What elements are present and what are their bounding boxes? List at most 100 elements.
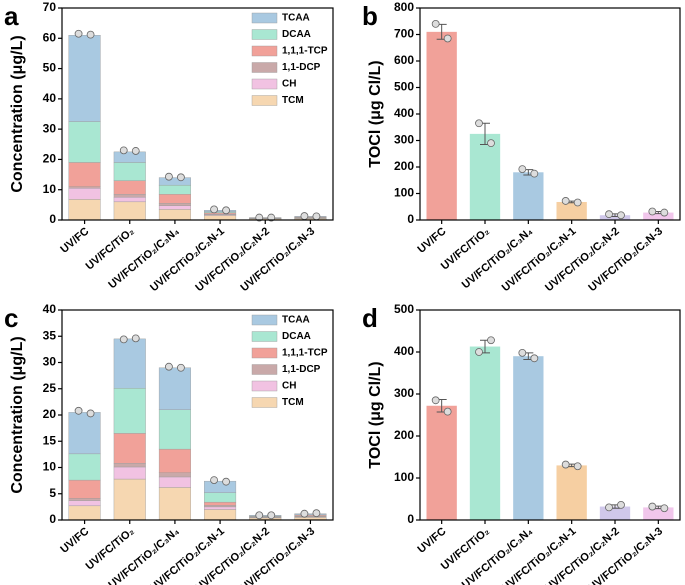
- y-tick-label: 40: [43, 91, 57, 105]
- replicate-point: [131, 334, 140, 343]
- y-tick-label: 20: [43, 407, 57, 421]
- y-tick-label: 10: [43, 460, 57, 474]
- bar-segment: [68, 187, 101, 200]
- legend-label: DCAA: [282, 331, 311, 342]
- legend-swatch: [251, 45, 278, 57]
- bar-segment: [113, 151, 146, 163]
- panel-label: a: [4, 1, 19, 31]
- y-axis-label: TOCl (μg Cl/L): [367, 361, 384, 468]
- legend-swatch: [251, 95, 278, 106]
- bar: [426, 405, 457, 520]
- bar-segment: [204, 480, 237, 493]
- y-tick-label: 0: [407, 212, 414, 226]
- bar-segment: [68, 186, 101, 189]
- replicate-point: [74, 406, 83, 415]
- y-axis-label: Concentration (μg/L): [9, 35, 26, 192]
- x-tick-label: UV/FC/TiO₂/C₂N-3: [586, 525, 665, 585]
- replicate-point: [119, 335, 128, 344]
- bar: [469, 133, 501, 220]
- y-tick-label: 10: [43, 182, 57, 196]
- x-tick-label: UV/FC/TiO₂/C₂N-3: [586, 225, 665, 294]
- bar-segment: [113, 466, 146, 480]
- replicate-point: [648, 207, 657, 216]
- bar-segment: [158, 177, 191, 186]
- bar-segment: [68, 500, 101, 507]
- bar-segment: [158, 184, 191, 195]
- y-tick-label: 30: [43, 355, 57, 369]
- panel-label: c: [4, 303, 18, 333]
- bar: [643, 212, 674, 220]
- bar-segment: [158, 487, 191, 521]
- replicate-point: [475, 119, 483, 128]
- y-tick-label: 400: [394, 344, 414, 358]
- x-tick-label: UV/FC/TiO₂/C₂N-2: [543, 225, 622, 294]
- x-tick-label: UV/FC/TiO₂/C₂N-3: [238, 525, 317, 585]
- legend-swatch: [251, 364, 278, 375]
- legend-label: TCM: [282, 95, 304, 106]
- replicate-point: [518, 165, 527, 174]
- bar: [556, 201, 587, 220]
- replicate-point: [165, 362, 173, 371]
- y-tick-label: 0: [49, 212, 56, 226]
- replicate-point: [605, 210, 613, 219]
- y-tick-label: 300: [394, 133, 414, 147]
- legend-swatch: [251, 331, 278, 342]
- replicate-point: [443, 407, 452, 416]
- bar-segment: [204, 492, 237, 503]
- x-tick-label: UV/FC: [58, 225, 91, 255]
- replicate-point: [222, 206, 230, 215]
- legend-label: DCAA: [282, 29, 311, 40]
- bar-segment: [113, 194, 146, 198]
- panel-label: d: [362, 303, 378, 333]
- replicate-point: [530, 169, 539, 178]
- bar-segment: [204, 509, 237, 521]
- legend-label: 1,1,1-TCP: [282, 46, 328, 57]
- legend-label: CH: [282, 381, 296, 392]
- bar: [513, 172, 544, 220]
- bar-segment: [113, 180, 146, 195]
- bar-segment: [158, 367, 191, 410]
- replicate-point: [210, 476, 218, 485]
- y-tick-label: 500: [394, 80, 414, 94]
- replicate-point: [74, 29, 83, 38]
- x-tick-label: UV/FC/TiO₂/C₂N-2: [193, 225, 272, 294]
- y-tick-label: 500: [394, 302, 414, 316]
- bar-segment: [113, 197, 146, 203]
- y-tick-label: 400: [394, 106, 414, 120]
- legend-label: TCAA: [282, 315, 310, 326]
- replicate-point: [300, 212, 309, 220]
- y-tick-label: 20: [43, 152, 57, 166]
- x-tick-label: UV/FC/TiO₂/C₂N-1: [148, 225, 227, 294]
- replicate-point: [605, 503, 613, 512]
- bar-segment: [158, 476, 191, 488]
- y-tick-label: 100: [394, 186, 414, 200]
- bar-segment: [113, 201, 146, 221]
- replicate-point: [475, 348, 483, 356]
- legend-swatch: [251, 12, 278, 24]
- y-tick-label: 0: [49, 512, 56, 526]
- replicate-point: [177, 173, 185, 182]
- bar-segment: [249, 515, 282, 517]
- bar-segment: [113, 338, 146, 389]
- bar-segment: [68, 498, 101, 501]
- replicate-point: [255, 213, 264, 222]
- replicate-point: [660, 504, 669, 513]
- bar: [513, 356, 544, 520]
- bar-segment: [204, 506, 237, 510]
- plot-frame: [419, 309, 681, 521]
- bar: [556, 465, 587, 520]
- replicate-point: [267, 511, 276, 520]
- y-tick-label: 70: [43, 0, 57, 14]
- replicate-point: [487, 139, 495, 148]
- bar-segment: [294, 216, 327, 218]
- plot-frame: [61, 309, 334, 521]
- legend-swatch: [251, 78, 278, 90]
- replicate-point: [86, 409, 95, 418]
- bar-segment: [204, 501, 237, 506]
- bar-segment: [204, 210, 237, 213]
- y-axis-label: TOCl (μg Cl/L): [367, 60, 384, 167]
- y-axis-label: Concentration (μg/L): [9, 336, 26, 493]
- x-tick-label: UV/FC: [415, 525, 448, 555]
- replicate-point: [165, 172, 173, 181]
